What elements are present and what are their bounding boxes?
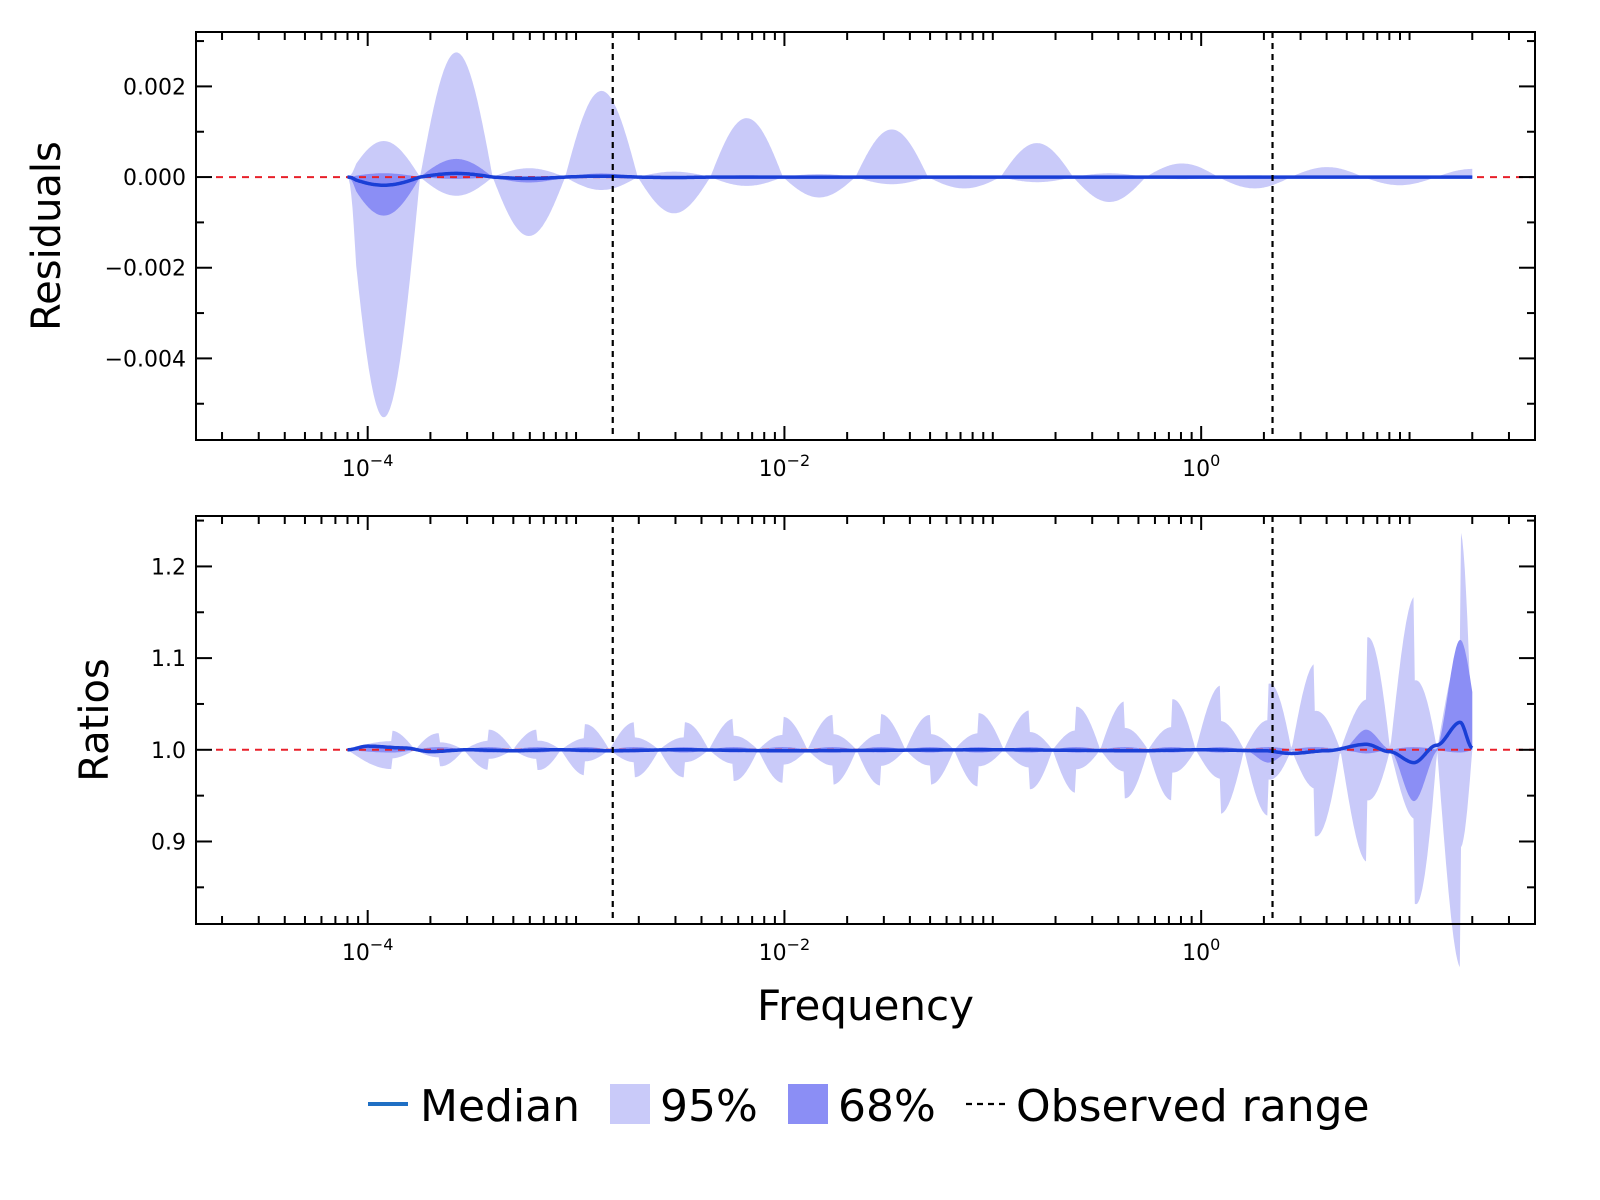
residuals-y-tick-label: 0.000 xyxy=(123,166,186,191)
residuals-band-95 xyxy=(347,52,1473,418)
residuals-frame xyxy=(195,31,1536,441)
ratios-y-tick-label: 0.9 xyxy=(151,830,186,855)
residuals-panel: 10−4 10−2 100 0.002 0.000 −0.002 −0.004 Residua… xyxy=(24,31,1536,482)
legend-label: Median xyxy=(420,1081,580,1132)
ratios-median-line xyxy=(346,720,1474,765)
ratios-y-tick-label: 1.0 xyxy=(151,739,186,764)
ratios-x-tick-label: 10−2 xyxy=(759,935,811,966)
residuals-band-68 xyxy=(347,158,1473,216)
residuals-y-axis-label: Residuals xyxy=(24,141,70,331)
ratios-frame xyxy=(195,515,1536,925)
residuals-median-line xyxy=(346,171,1473,187)
ratios-y-axis-label: Ratios xyxy=(72,658,118,782)
legend-swatch xyxy=(788,1084,828,1124)
ratios-y-tick-label: 1.1 xyxy=(151,647,186,672)
residuals-x-tick-label: 10−4 xyxy=(342,451,394,482)
legend-item-68: 68% xyxy=(788,1081,936,1132)
residuals-y-tick-label: −0.004 xyxy=(105,347,186,372)
ratios-x-axis-label: Frequency xyxy=(757,981,974,1030)
legend-item-95: 95% xyxy=(610,1081,758,1132)
ratios-panel: 10−4 10−2 100 1.2 1.1 1.0 0.9 Ratios Frequency xyxy=(72,515,1536,1030)
legend-label: 68% xyxy=(838,1081,936,1132)
legend-item-median: Median xyxy=(368,1081,580,1132)
residuals-y-tick-label: −0.002 xyxy=(105,257,186,282)
legend-label: 95% xyxy=(660,1081,758,1132)
residuals-x-tick-label: 100 xyxy=(1182,451,1220,482)
residuals-y-tick-label: 0.002 xyxy=(123,75,186,100)
legend: Median 95% 68% Observed range xyxy=(368,1081,1370,1132)
legend-item-observed-range: Observed range xyxy=(966,1081,1370,1132)
ratios-y-tick-label: 1.2 xyxy=(151,555,186,580)
legend-label: Observed range xyxy=(1016,1081,1370,1132)
ratios-x-tick-label: 100 xyxy=(1182,935,1220,966)
legend-swatch xyxy=(610,1084,650,1124)
residuals-x-tick-label: 10−2 xyxy=(759,451,811,482)
ratios-x-tick-label: 10−4 xyxy=(342,935,394,966)
